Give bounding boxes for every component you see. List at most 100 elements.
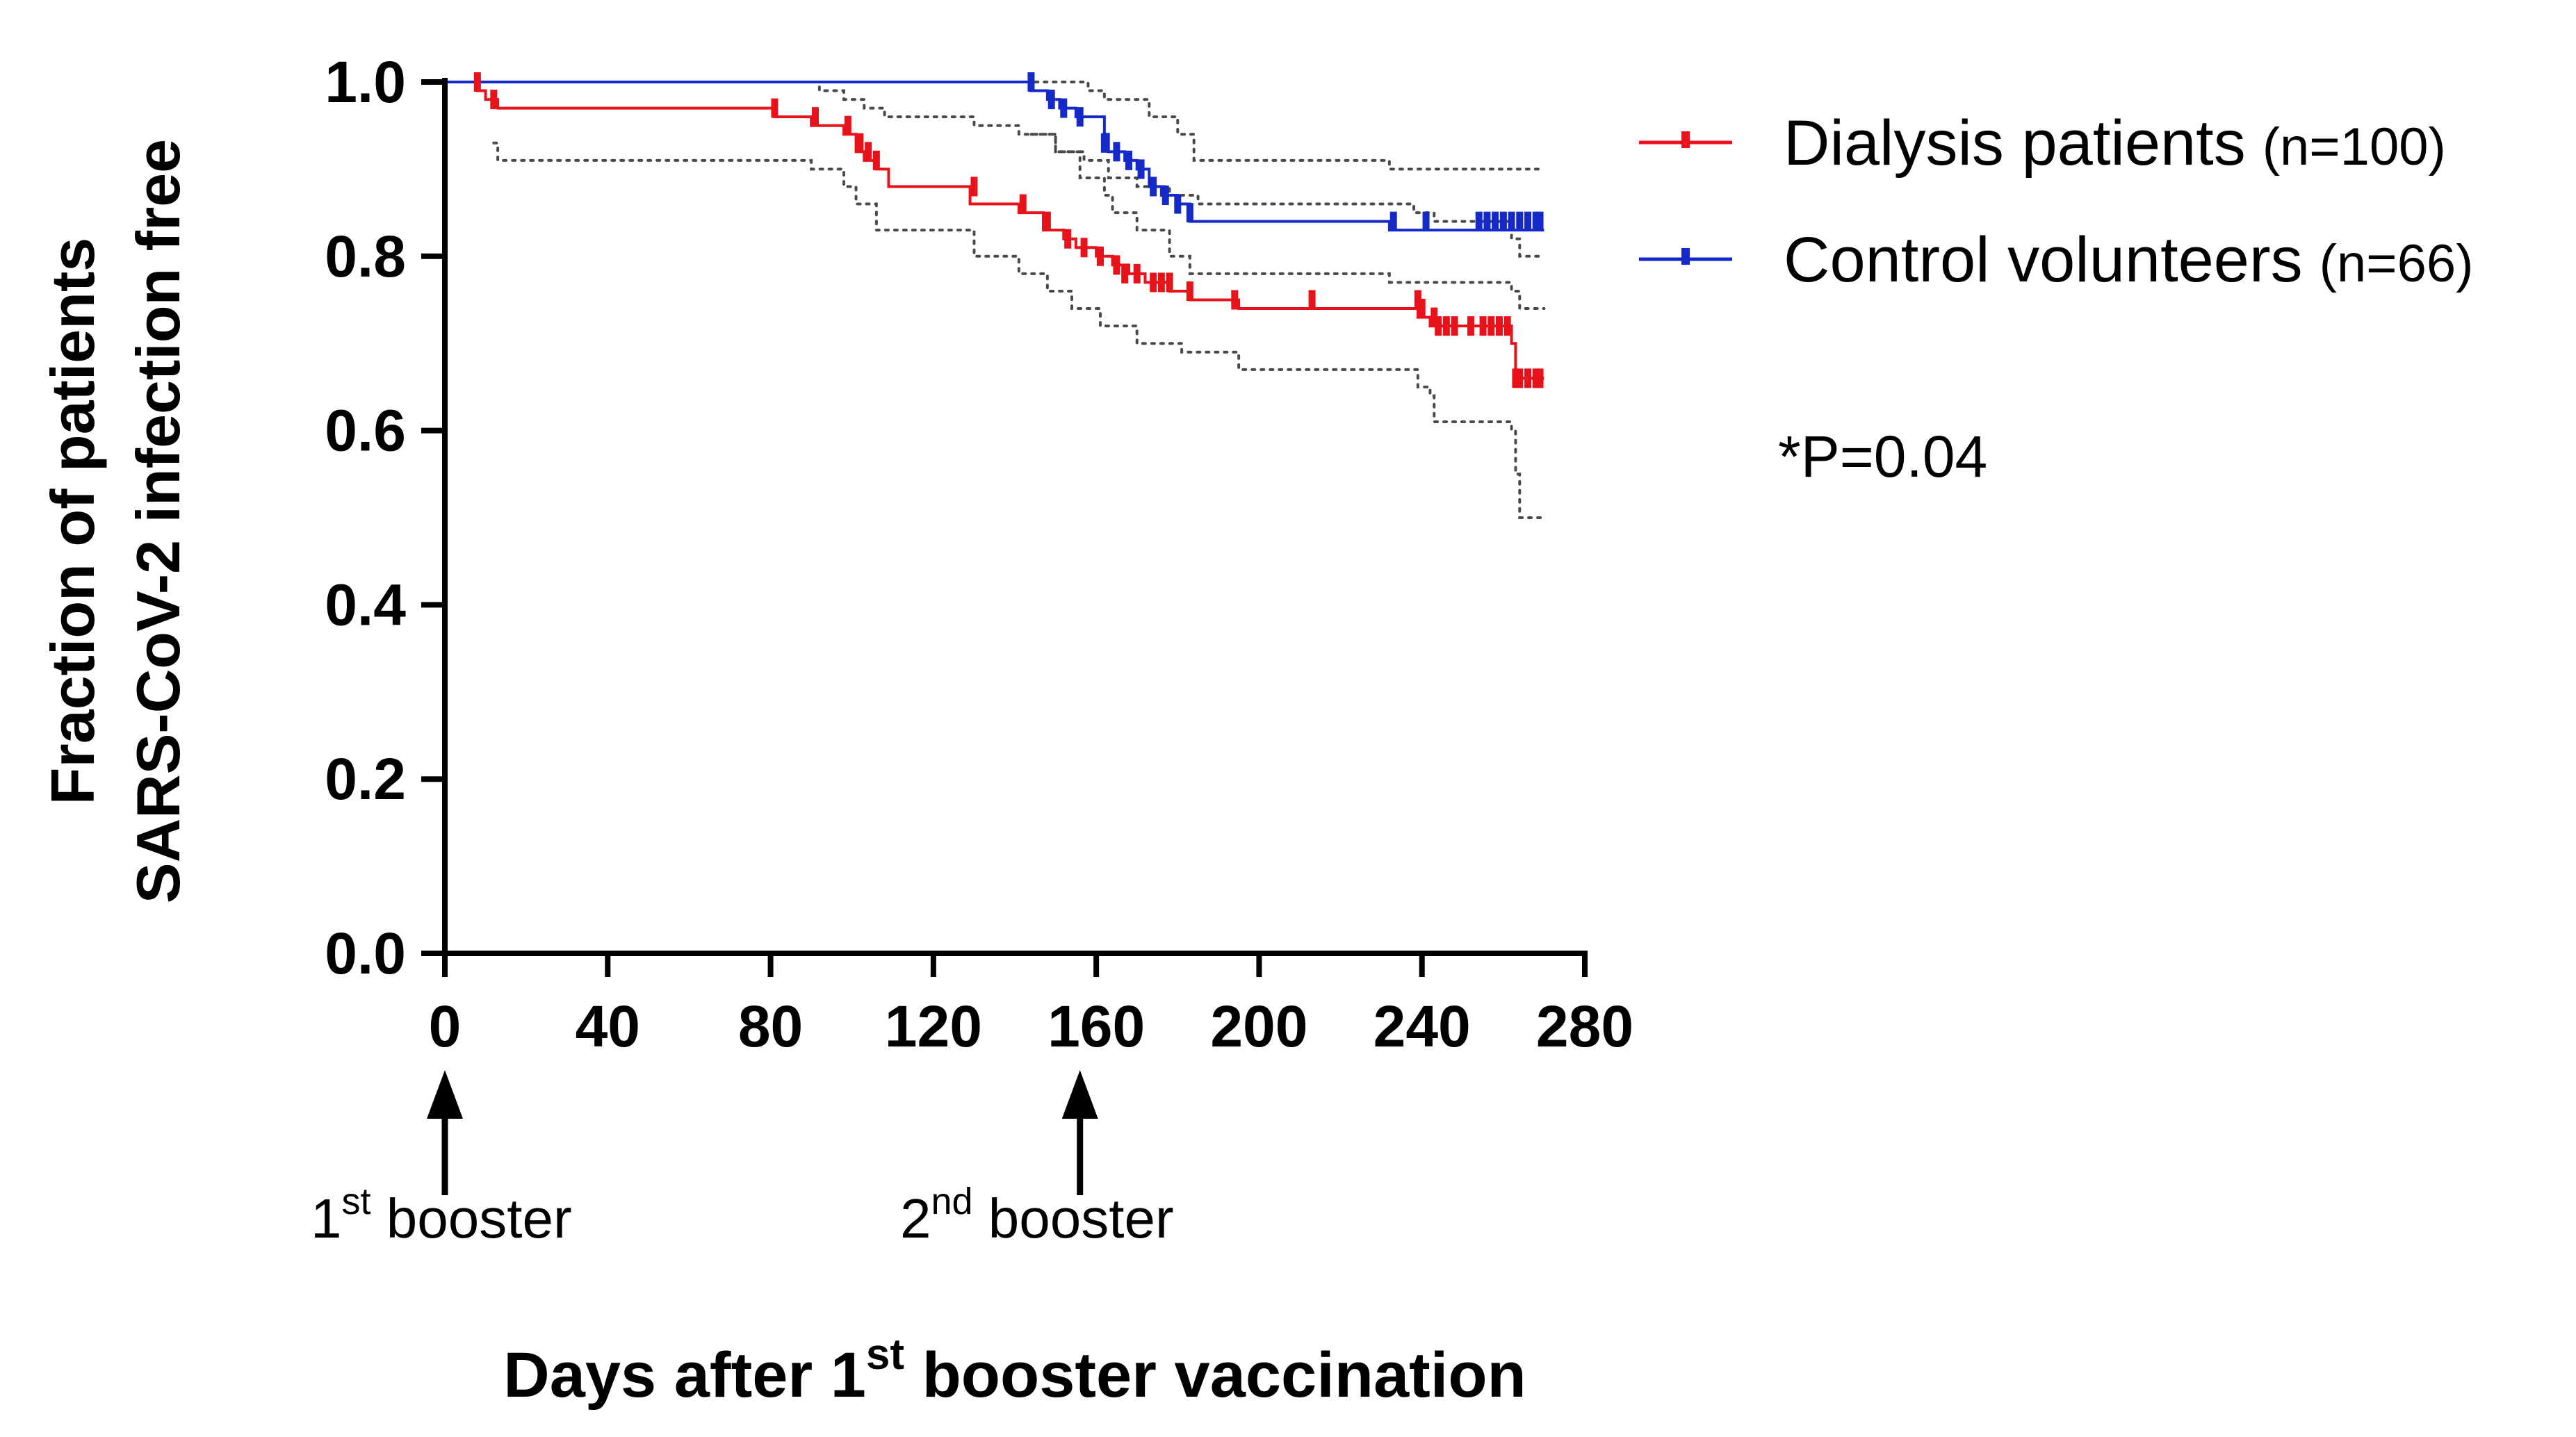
- control-censor-mark-22: [1536, 211, 1544, 231]
- dialysis-censor-mark-26: [1435, 316, 1442, 336]
- dialysis-censor-mark-34: [1512, 368, 1519, 388]
- dialysis-censor-mark-1: [490, 90, 498, 110]
- control-censor-mark-12: [1389, 211, 1397, 231]
- dialysis-censor-mark-9: [1019, 194, 1027, 214]
- x-axis-title-prefix: Days after 1: [503, 1340, 866, 1411]
- chart-text: 0 40 80 120 160 200 240 280 0.0 0.2 0.4 0.6 0.8 1.0 Fr…: [38, 49, 2473, 1411]
- dialysis-censor-mark-31: [1487, 316, 1495, 336]
- booster-label-num: 2: [900, 1188, 931, 1249]
- y-tick-label: 1.0: [325, 49, 406, 115]
- booster-label-text: booster: [973, 1188, 1174, 1249]
- dialysis-censor-mark-16: [1133, 263, 1141, 284]
- control-censor-mark-10: [1174, 194, 1182, 214]
- control-censor-mark-9: [1161, 186, 1169, 206]
- dialysis-censor-mark-19: [1166, 272, 1173, 293]
- booster-label-sup: st: [342, 1181, 371, 1222]
- y-tick-label: 0.2: [325, 746, 406, 812]
- dialysis-censor-mark-7: [872, 150, 880, 170]
- dialysis-censor-mark-27: [1442, 316, 1450, 336]
- control-survival-curve: [445, 81, 1544, 232]
- y-tick-label: 0.8: [325, 224, 406, 289]
- dialysis-censor-mark-10: [1043, 211, 1051, 231]
- x-tick-label: 80: [738, 994, 803, 1059]
- dialysis-censor-mark-3: [812, 107, 819, 127]
- booster-label-sup: nd: [931, 1181, 973, 1222]
- dialysis-censor-mark-25: [1430, 307, 1438, 327]
- control-censor-mark-14: [1475, 211, 1483, 231]
- dialysis-censor-mark-15: [1121, 263, 1129, 284]
- control-censor-mark-20: [1524, 211, 1531, 231]
- dialysis-censor-mark-35: [1516, 368, 1524, 388]
- control-censor-mark-16: [1492, 211, 1499, 231]
- dialysis-censor-mark-29: [1467, 316, 1474, 336]
- control-censor-mark-4: [1100, 133, 1108, 153]
- x-tick-label: 0: [429, 994, 462, 1059]
- booster-label-2: 2nd booster: [900, 1181, 1174, 1249]
- control-censor-mark-21: [1532, 211, 1540, 231]
- x-tick-label: 240: [1373, 994, 1471, 1059]
- dialysis-censor-mark-6: [865, 142, 872, 162]
- dialysis-censor-mark-28: [1451, 316, 1458, 336]
- dialysis-censor-mark-11: [1064, 229, 1072, 249]
- legend-entry-dialysis: Dialysis patients (n=100): [1784, 108, 2446, 179]
- dialysis-censor-mark-36: [1524, 368, 1531, 388]
- dialysis-censor-mark-13: [1097, 246, 1104, 266]
- dialysis-survival-curve: [445, 81, 1544, 380]
- legend-marker-dialysis: [1681, 131, 1690, 148]
- dialysis-censor-mark-30: [1479, 316, 1487, 336]
- control-censor-mark-18: [1508, 211, 1515, 231]
- legend-n: (n=66): [2320, 234, 2474, 293]
- legend-name: Dialysis patients: [1784, 108, 2246, 179]
- dialysis-censor-mark-17: [1150, 272, 1157, 293]
- y-tick-label: 0.6: [325, 398, 406, 463]
- dialysis-censor-mark-14: [1113, 255, 1120, 275]
- dialysis-censor-mark-0: [473, 72, 481, 92]
- legend-n: (n=100): [2263, 117, 2446, 176]
- censor-markers: [473, 72, 1544, 388]
- y-tick-label: 0.4: [325, 572, 406, 637]
- control-censor-mark-2: [1060, 98, 1068, 118]
- booster-label-1: 1st booster: [311, 1181, 572, 1249]
- legend-entry-control: Control volunteers (n=66): [1784, 224, 2473, 295]
- dialysis-censor-mark-2: [771, 98, 778, 118]
- control-censor-mark-19: [1516, 211, 1524, 231]
- dialysis-ci-lower-line: [492, 141, 1546, 519]
- dialysis-censor-mark-23: [1414, 290, 1421, 310]
- control-censor-mark-17: [1499, 211, 1507, 231]
- control-censor-mark-5: [1113, 142, 1120, 162]
- confidence-bands: [443, 81, 1546, 519]
- x-tick-label: 120: [885, 994, 982, 1059]
- dialysis-censor-mark-18: [1157, 272, 1165, 293]
- control-censor-mark-8: [1150, 176, 1157, 197]
- x-tick-label: 160: [1047, 994, 1145, 1059]
- dialysis-censor-mark-24: [1418, 299, 1426, 319]
- y-axis-title-line: SARS-CoV-2 infection free: [124, 139, 193, 903]
- control-ci-upper-line: [1034, 81, 1546, 171]
- survival-curves: [445, 81, 1544, 380]
- dialysis-censor-mark-5: [856, 133, 864, 153]
- booster-label-num: 1: [311, 1188, 342, 1249]
- legend-marker-control: [1681, 248, 1690, 265]
- x-tick-label: 40: [576, 994, 640, 1059]
- booster-arrow-head-2: [1061, 1070, 1098, 1119]
- dialysis-censor-mark-22: [1308, 290, 1316, 310]
- dialysis-censor-mark-21: [1231, 290, 1239, 310]
- control-censor-mark-0: [1027, 72, 1035, 92]
- control-censor-mark-3: [1076, 107, 1084, 127]
- axes: [421, 78, 1732, 1195]
- dialysis-censor-mark-8: [970, 176, 978, 197]
- dialysis-censor-mark-4: [844, 115, 851, 136]
- x-axis-title: Days after 1st booster vaccination: [503, 1331, 1526, 1411]
- legend-name: Control volunteers: [1784, 224, 2303, 295]
- control-censor-mark-7: [1137, 159, 1145, 179]
- y-axis-title-line: Fraction of patients: [38, 238, 107, 805]
- dialysis-censor-mark-12: [1080, 238, 1088, 258]
- control-censor-mark-1: [1047, 90, 1055, 110]
- x-tick-label: 200: [1210, 994, 1307, 1059]
- dialysis-censor-mark-32: [1496, 316, 1503, 336]
- dialysis-censor-mark-38: [1536, 368, 1544, 388]
- y-tick-label: 0.0: [325, 921, 406, 986]
- booster-label-text: booster: [371, 1188, 572, 1249]
- control-ci-lower-line: [1029, 133, 1546, 311]
